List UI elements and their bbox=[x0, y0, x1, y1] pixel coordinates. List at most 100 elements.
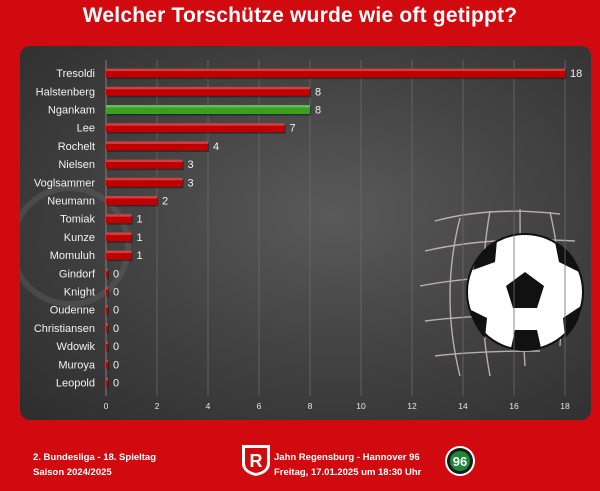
bars bbox=[106, 68, 566, 389]
bar-gloss bbox=[106, 378, 108, 381]
category-label: Rochelt bbox=[58, 141, 95, 153]
bar-gloss bbox=[106, 250, 132, 254]
x-tick-label: 14 bbox=[458, 401, 468, 411]
value-label: 0 bbox=[113, 378, 119, 390]
bar-gloss bbox=[106, 305, 108, 308]
category-label: Neumann bbox=[47, 196, 95, 208]
category-label: Kunze bbox=[64, 232, 95, 244]
value-label: 1 bbox=[137, 214, 143, 226]
category-label: Halstenberg bbox=[36, 86, 95, 98]
bar-kunze bbox=[106, 232, 132, 242]
value-labels: 18 8 8 7 4 3 3 2 1 1 1 0 0 0 0 0 0 0 bbox=[113, 68, 582, 389]
x-tick-label: 16 bbox=[509, 401, 519, 411]
category-label: Ngankam bbox=[48, 105, 95, 117]
jahn-regensburg-crest-icon: R bbox=[242, 445, 270, 476]
bar-gloss bbox=[106, 268, 108, 272]
bar-lee bbox=[106, 123, 285, 133]
x-tick-label: 18 bbox=[560, 401, 570, 411]
league-info: 2. Bundesliga - 18. Spieltag Saison 2024… bbox=[33, 450, 156, 480]
value-label: 8 bbox=[315, 86, 321, 98]
bar-gindorf bbox=[106, 268, 108, 278]
soccer-ball-in-net-icon bbox=[20, 185, 584, 377]
value-label: 0 bbox=[113, 323, 119, 335]
x-tick-label: 8 bbox=[308, 401, 313, 411]
x-tick-label: 6 bbox=[257, 401, 262, 411]
match-label: Jahn Regensburg - Hannover 96 bbox=[274, 452, 420, 463]
value-label: 8 bbox=[315, 105, 321, 117]
value-label: 2 bbox=[162, 196, 168, 208]
value-label: 0 bbox=[113, 268, 119, 280]
grid-lines bbox=[105, 60, 566, 396]
bar-chart: Tresoldi Halstenberg Ngankam Lee Rochelt Niel… bbox=[20, 60, 584, 411]
x-tick-labels: 0 2 4 6 8 10 12 14 16 18 bbox=[104, 401, 570, 411]
value-label: 4 bbox=[213, 141, 219, 153]
datetime-label: Freitag, 17.01.2025 um 18:30 Uhr bbox=[274, 467, 422, 478]
chart-panel: Tresoldi Halstenberg Ngankam Lee Rochelt Niel… bbox=[20, 46, 591, 420]
net-line bbox=[434, 210, 561, 222]
season-label: Saison 2024/2025 bbox=[33, 467, 112, 478]
value-label: 1 bbox=[137, 250, 143, 262]
bar-voglsammer bbox=[106, 177, 183, 187]
bar-gloss bbox=[106, 214, 132, 217]
bar-gloss bbox=[106, 232, 132, 235]
category-label: Voglsammer bbox=[34, 177, 95, 189]
category-labels: Tresoldi Halstenberg Ngankam Lee Rochelt Niel… bbox=[34, 68, 96, 389]
x-tick-label: 2 bbox=[155, 401, 160, 411]
bar-gloss bbox=[106, 359, 108, 363]
x-tick-label: 10 bbox=[356, 401, 366, 411]
bar-neumann bbox=[106, 196, 157, 205]
category-label: Oudenne bbox=[50, 305, 95, 317]
category-label: Wdowik bbox=[56, 341, 95, 353]
net-line bbox=[449, 217, 461, 377]
page-title: Welcher Torschütze wurde wie oft getippt… bbox=[82, 4, 518, 27]
home-logo-letter: R bbox=[250, 451, 263, 471]
bar-gloss bbox=[106, 196, 157, 199]
net-line bbox=[434, 350, 541, 357]
value-label: 0 bbox=[113, 305, 119, 317]
bar-rochelt bbox=[106, 141, 208, 151]
category-label: Nielsen bbox=[58, 159, 95, 171]
bar-gloss bbox=[106, 141, 208, 144]
bar-ngankam bbox=[106, 105, 310, 114]
away-logo-text: 96 bbox=[453, 454, 467, 469]
value-label: 18 bbox=[570, 68, 582, 80]
hannover-96-crest-icon: 96 bbox=[445, 446, 475, 476]
bar-gloss bbox=[106, 86, 310, 90]
category-label: Leopold bbox=[56, 378, 95, 390]
bar-momuluh bbox=[106, 250, 132, 260]
bar-gloss bbox=[106, 105, 310, 108]
bar-gloss bbox=[106, 68, 565, 72]
bar-wdowik bbox=[106, 341, 108, 351]
value-label: 3 bbox=[188, 159, 194, 171]
bar-gloss bbox=[106, 177, 183, 181]
x-tick-label: 12 bbox=[407, 401, 417, 411]
soccer-ball bbox=[466, 233, 584, 351]
category-label: Momuluh bbox=[50, 250, 95, 262]
category-label: Knight bbox=[64, 287, 95, 299]
value-label: 3 bbox=[188, 177, 194, 189]
value-label: 1 bbox=[137, 232, 143, 244]
bar-knight bbox=[106, 287, 108, 296]
bar-christiansen bbox=[106, 323, 108, 333]
bar-oudenne bbox=[106, 305, 108, 315]
bar-muroya bbox=[106, 359, 108, 369]
category-label: Gindorf bbox=[59, 268, 96, 280]
value-label: 0 bbox=[113, 341, 119, 353]
value-label: 0 bbox=[113, 287, 119, 299]
bar-leopold bbox=[106, 378, 108, 387]
bar-gloss bbox=[106, 323, 108, 326]
bar-gloss bbox=[106, 123, 285, 126]
bar-tomiak bbox=[106, 214, 132, 224]
bar-tresoldi bbox=[106, 68, 565, 78]
watermark-ring bbox=[20, 185, 131, 307]
category-label: Tresoldi bbox=[56, 68, 95, 80]
bar-gloss bbox=[106, 341, 108, 345]
bar-gloss bbox=[106, 287, 108, 290]
bar-gloss bbox=[106, 159, 183, 163]
value-label: 7 bbox=[290, 123, 296, 135]
league-label: 2. Bundesliga - 18. Spieltag bbox=[33, 452, 157, 463]
category-label: Christiansen bbox=[34, 323, 95, 335]
x-tick-label: 0 bbox=[104, 401, 109, 411]
match-info: Jahn Regensburg - Hannover 96 Freitag, 1… bbox=[274, 450, 421, 480]
x-tick-label: 4 bbox=[206, 401, 211, 411]
